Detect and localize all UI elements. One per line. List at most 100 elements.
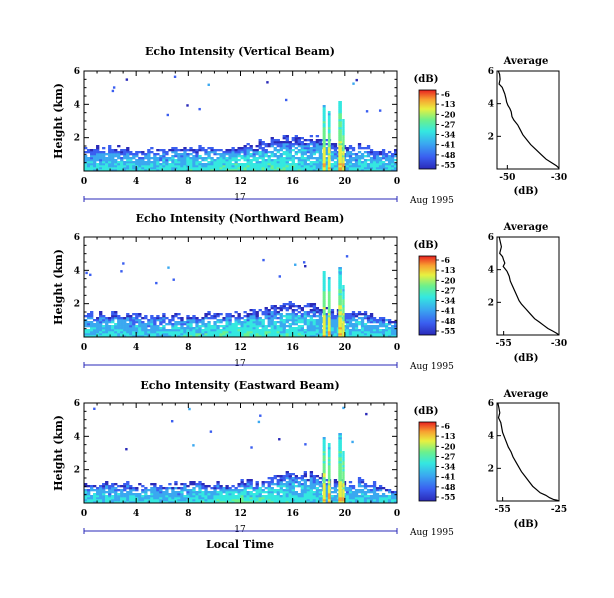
heatmap-cell xyxy=(288,159,292,162)
heatmap-cell xyxy=(279,475,283,478)
heatmap-cell xyxy=(120,491,124,494)
heatmap-cell xyxy=(300,331,304,334)
heatmap-cell xyxy=(273,317,277,320)
heatmap-cell xyxy=(338,159,342,162)
heatmap-cell xyxy=(369,335,374,338)
heatmap-cell xyxy=(87,501,91,504)
heatmap-cell xyxy=(360,325,365,328)
heatmap-cell xyxy=(315,501,320,504)
heatmap-cell xyxy=(114,489,118,492)
heatmap-cell xyxy=(246,157,250,160)
heatmap-cell xyxy=(186,153,190,156)
heatmap-cell xyxy=(213,313,217,316)
heatmap-cell xyxy=(322,143,326,146)
heatmap-cell xyxy=(357,147,362,150)
heatmap-cell xyxy=(246,331,250,334)
heatmap-cell xyxy=(180,149,184,152)
heatmap-cell xyxy=(228,323,232,326)
heatmap-cell xyxy=(378,153,383,156)
heatmap-cell xyxy=(180,323,184,326)
heatmap-cell xyxy=(297,331,301,334)
heatmap-cell xyxy=(372,485,377,488)
heatmap-cell xyxy=(126,485,130,488)
heatmap-cell xyxy=(234,153,238,156)
heatmap-cell xyxy=(338,145,342,148)
heatmap-cell xyxy=(294,327,298,330)
heatmap-cell xyxy=(201,319,205,322)
heatmap-cell xyxy=(138,483,142,486)
heatmap-cell xyxy=(279,321,283,324)
heatmap-cell xyxy=(360,319,365,322)
heatmap-cell xyxy=(132,167,136,170)
heatmap-cell xyxy=(378,335,383,338)
heatmap-cell xyxy=(87,329,91,332)
heatmap-cell xyxy=(204,167,208,170)
heatmap-cell xyxy=(192,317,196,320)
heatmap-cell xyxy=(303,499,308,502)
heatmap xyxy=(84,255,398,338)
heatmap-cell xyxy=(192,157,196,160)
heatmap-cell xyxy=(342,167,345,170)
heatmap-cell xyxy=(171,501,175,504)
heatmap-cell xyxy=(291,149,295,152)
heatmap-cell xyxy=(114,311,118,314)
heatmap-cell xyxy=(342,483,345,486)
heatmap-cell xyxy=(360,327,365,330)
heatmap-cell xyxy=(204,497,208,500)
heatmap-cell xyxy=(237,331,241,334)
heatmap-cell xyxy=(282,479,286,482)
heatmap-cell xyxy=(291,329,295,332)
heatmap-cell xyxy=(338,125,342,128)
heatmap-cell xyxy=(322,151,326,154)
heatmap-cell xyxy=(117,145,121,148)
heatmap-cell xyxy=(228,333,232,336)
heatmap-cell xyxy=(324,147,329,150)
heatmap-cell xyxy=(177,153,181,156)
heatmap-cell xyxy=(309,479,314,482)
heatmap-cell xyxy=(183,157,187,160)
heatmap-cell xyxy=(219,493,223,496)
heatmap-cell xyxy=(162,153,166,156)
heatmap-cell xyxy=(348,161,353,164)
heatmap-cell xyxy=(279,487,283,490)
heatmap-cell xyxy=(303,493,308,496)
heatmap-cell xyxy=(384,319,389,322)
heatmap-cell xyxy=(276,495,280,498)
panel-vertical-beam: Echo Intensity (Vertical Beam) Height (k… xyxy=(52,45,567,206)
heatmap-cell xyxy=(267,483,271,486)
heatmap-cell xyxy=(315,307,320,310)
heatmap-cell xyxy=(390,329,395,332)
heatmap-cell xyxy=(276,489,280,492)
heatmap-cell xyxy=(348,329,353,332)
heatmap-cell xyxy=(363,155,368,158)
heatmap-cell xyxy=(351,313,356,316)
colorbar-ticks: -6-13-20-27-34-41-48-55 xyxy=(436,421,456,502)
heatmap-cell xyxy=(327,121,331,124)
heatmap-cell xyxy=(252,309,256,312)
colorbar-tick-label: -48 xyxy=(441,482,456,492)
heatmap-cell xyxy=(105,329,109,332)
heatmap-cell xyxy=(306,479,311,482)
heatmap-cell xyxy=(363,331,368,334)
heatmap-cell xyxy=(147,497,151,500)
heatmap-cell xyxy=(384,495,389,498)
heatmap-cell xyxy=(174,165,178,168)
heatmap-cell xyxy=(279,153,283,156)
heatmap-cell xyxy=(207,329,211,332)
heatmap-cell xyxy=(258,139,262,142)
heatmap-cell xyxy=(270,169,274,172)
heatmap-cell xyxy=(369,161,374,164)
heatmap-cell xyxy=(117,495,121,498)
heatmap-cell xyxy=(279,501,283,504)
heatmap-cell xyxy=(342,465,345,468)
heatmap-cell xyxy=(303,497,308,500)
heatmap-cell xyxy=(171,489,175,492)
heatmap-cell xyxy=(309,329,314,332)
heatmap-cell xyxy=(276,501,280,504)
heatmap-cell xyxy=(111,335,115,338)
heatmap-cell xyxy=(338,147,342,150)
heatmap-cell xyxy=(267,329,271,332)
heatmap-cell xyxy=(168,499,172,502)
heatmap-cell xyxy=(294,317,298,320)
heatmap-cell xyxy=(255,489,259,492)
